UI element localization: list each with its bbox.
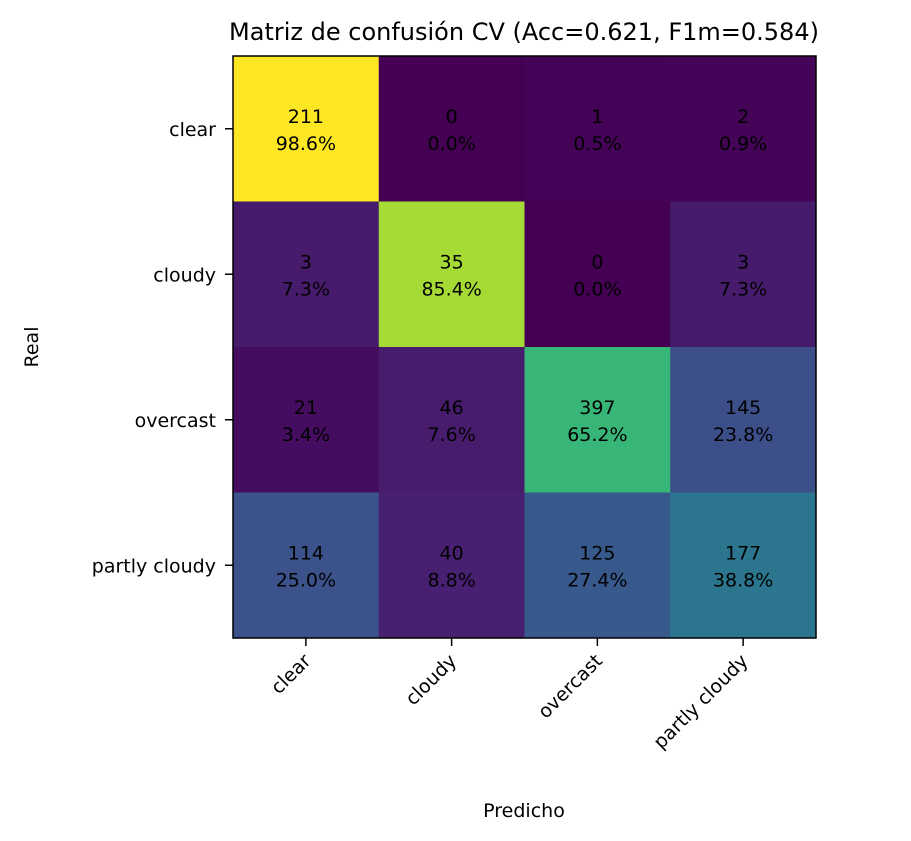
- heatmap-cell: [378, 56, 525, 202]
- heatmap-cell: [670, 201, 817, 348]
- heatmap-cells: 211 98.6% 0 0.0% 1 0.5% 2 0.9% 3 7.3% 35 85.4% 0 0.0%…: [233, 56, 817, 639]
- cell-percent-label: 8.8%: [427, 569, 475, 591]
- cell-count-label: 125: [579, 542, 615, 564]
- heatmap-cell: [233, 347, 380, 493]
- cell-count-label: 2: [737, 106, 749, 128]
- cell-percent-label: 65.2%: [567, 424, 627, 446]
- x-tick-label: partly cloudy: [649, 650, 752, 753]
- heatmap-cell: [378, 201, 525, 348]
- y-tick-label: overcast: [135, 410, 216, 432]
- cell-percent-label: 85.4%: [421, 278, 481, 300]
- cell-count-label: 3: [300, 251, 312, 273]
- cell-percent-label: 0.0%: [573, 278, 621, 300]
- cell-percent-label: 23.8%: [713, 424, 773, 446]
- heatmap-cell: [524, 492, 671, 639]
- y-tick-label: partly cloudy: [92, 555, 216, 577]
- chart-title: Matriz de confusión CV (Acc=0.621, F1m=0…: [229, 18, 819, 46]
- cell-percent-label: 27.4%: [567, 569, 627, 591]
- heatmap-cell: [524, 56, 671, 202]
- cell-count-label: 114: [288, 542, 324, 564]
- cell-percent-label: 25.0%: [276, 569, 336, 591]
- cell-count-label: 0: [446, 106, 458, 128]
- cell-count-label: 177: [725, 542, 761, 564]
- cell-percent-label: 0.5%: [573, 133, 621, 155]
- heatmap-cell: [670, 492, 817, 639]
- cell-count-label: 40: [440, 542, 464, 564]
- cell-count-label: 46: [440, 397, 464, 419]
- y-axis-label: Real: [21, 327, 43, 368]
- cell-count-label: 397: [579, 397, 615, 419]
- cell-count-label: 3: [737, 251, 749, 273]
- heatmap-cell: [670, 347, 817, 493]
- cell-count-label: 1: [591, 106, 603, 128]
- cell-percent-label: 3.4%: [282, 424, 330, 446]
- cell-percent-label: 7.3%: [719, 278, 767, 300]
- cell-percent-label: 7.3%: [282, 278, 330, 300]
- cell-count-label: 211: [288, 106, 324, 128]
- y-tick-label: cloudy: [153, 264, 216, 286]
- plot-frame: [232, 55, 817, 639]
- y-tick-label: clear: [169, 119, 216, 141]
- heatmap-cell: [524, 347, 671, 493]
- heatmap-cell: [524, 201, 671, 348]
- cell-count-label: 35: [440, 251, 464, 273]
- cell-percent-label: 7.6%: [427, 424, 475, 446]
- cell-count-label: 21: [294, 397, 318, 419]
- x-tick-label: overcast: [534, 650, 607, 723]
- x-axis: clear cloudy overcast partly cloudy: [267, 638, 753, 753]
- heatmap-cell: [670, 56, 817, 202]
- cell-count-label: 0: [591, 251, 603, 273]
- heatmap-cell: [233, 56, 380, 202]
- cell-percent-label: 98.6%: [276, 133, 336, 155]
- heatmap-cell: [233, 201, 380, 348]
- y-axis: clear cloudy overcast partly cloudy: [92, 119, 233, 577]
- x-tick-label: clear: [267, 650, 316, 699]
- cell-percent-label: 38.8%: [713, 569, 773, 591]
- heatmap-cell: [378, 492, 525, 639]
- x-tick-label: cloudy: [401, 650, 461, 710]
- heatmap-cell: [233, 492, 380, 639]
- heatmap-cell: [378, 347, 525, 493]
- cell-count-label: 145: [725, 397, 761, 419]
- x-axis-label: Predicho: [483, 800, 565, 822]
- cell-percent-label: 0.9%: [719, 133, 767, 155]
- cell-percent-label: 0.0%: [427, 133, 475, 155]
